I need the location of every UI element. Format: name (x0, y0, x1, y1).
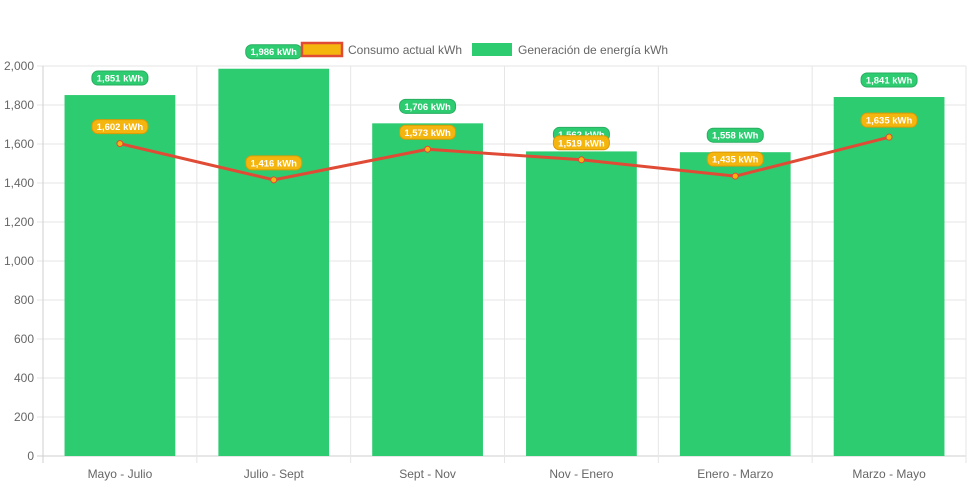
bar[interactable] (372, 123, 483, 456)
line-value-label-bg (91, 119, 149, 135)
legend-label-consumo[interactable]: Consumo actual kWh (348, 43, 462, 57)
bar-value-label: 1,851 kWh (97, 74, 144, 85)
bar-value-label-bg (706, 127, 764, 143)
line-value-label: 1,573 kWh (404, 128, 451, 139)
x-tick-label: Enero - Marzo (697, 467, 773, 481)
y-tick-label: 2,000 (4, 59, 34, 73)
bar-value-label-bg (860, 72, 918, 88)
line-point[interactable] (116, 140, 124, 148)
line-point[interactable] (885, 133, 893, 141)
line-point[interactable] (424, 145, 432, 153)
line-value-label: 1,519 kWh (558, 138, 605, 149)
line-value-label: 1,416 kWh (251, 158, 298, 169)
line-value-label-bg (245, 155, 303, 171)
legend-swatch-generacion[interactable] (472, 43, 512, 56)
bar[interactable] (526, 151, 637, 456)
x-tick-label: Nov - Enero (549, 467, 613, 481)
y-tick-label: 0 (27, 449, 34, 463)
line-value-label: 1,602 kWh (97, 122, 144, 133)
x-axis: Mayo - Julio Julio - Sept Sept - Nov Nov - … (88, 467, 927, 481)
x-tick-label: Julio - Sept (244, 467, 305, 481)
line-point[interactable] (270, 176, 278, 184)
x-tick-label: Mayo - Julio (88, 467, 153, 481)
x-tick-label: Sept - Nov (399, 467, 456, 481)
line-path (119, 135, 890, 182)
bar-value-label: 1,986 kWh (251, 47, 298, 58)
line-value-label-bg (552, 135, 610, 151)
bar-series (64, 68, 945, 457)
bar[interactable] (64, 95, 176, 457)
bar[interactable] (833, 97, 945, 456)
y-axis: 0 200 400 600 800 1,000 1,200 1,400 1,600 1,800 2,… (4, 59, 34, 463)
y-tick-label: 1,200 (4, 215, 34, 229)
y-tick-label: 600 (14, 332, 34, 346)
y-tick-label: 1,400 (4, 176, 34, 190)
bar-value-label: 1,841 kWh (866, 76, 913, 87)
line-value-label-bg (706, 151, 764, 167)
line-value-label: 1,435 kWh (712, 155, 759, 166)
bar[interactable] (679, 152, 791, 456)
x-tick-label: Marzo - Mayo (852, 467, 926, 481)
legend-label-generacion[interactable]: Generación de energía kWh (518, 43, 668, 57)
bar-value-label: 1,558 kWh (712, 131, 759, 142)
y-tick-label: 1,000 (4, 254, 34, 268)
line-value-label-bg (399, 124, 457, 140)
bar-value-label-bg (399, 98, 457, 114)
line-value-label: 1,635 kWh (866, 116, 913, 127)
legend-swatch-consumo[interactable] (300, 41, 344, 58)
bar[interactable] (218, 68, 330, 456)
line-point[interactable] (731, 172, 739, 180)
y-tick-label: 1,800 (4, 98, 34, 112)
legend: Consumo actual kWh Generación de energía… (300, 41, 668, 58)
bar-value-label: 1,706 kWh (404, 102, 451, 113)
line-series (116, 133, 893, 184)
bar-value-label-bg (91, 70, 149, 86)
y-tick-label: 800 (14, 293, 34, 307)
y-tick-label: 400 (14, 371, 34, 385)
line-point[interactable] (577, 156, 585, 164)
chart-grid (37, 65, 967, 463)
y-tick-label: 1,600 (4, 137, 34, 151)
line-value-label-bg (860, 112, 918, 128)
y-tick-label: 200 (14, 410, 34, 424)
